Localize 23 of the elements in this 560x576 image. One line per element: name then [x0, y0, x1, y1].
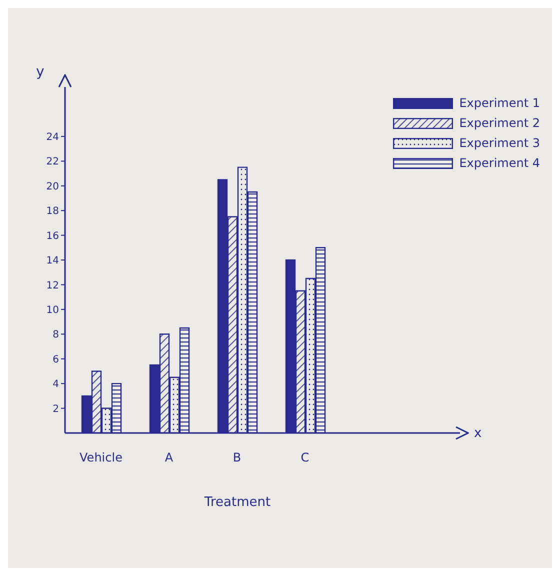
y-tick-label: 22 — [46, 156, 59, 168]
y-tick-label: 8 — [52, 330, 59, 341]
y-axis-title: y — [36, 64, 44, 80]
legend-label: Experiment 4 — [459, 156, 540, 170]
legend-label: Experiment 2 — [459, 116, 540, 130]
y-tick-label: 4 — [52, 379, 59, 390]
y-tick-label: 2 — [52, 404, 59, 415]
y-tick-label: 14 — [46, 256, 59, 267]
x-tick-label: B — [232, 450, 242, 465]
legend-label: Experiment 3 — [459, 136, 540, 150]
y-tick-label: 18 — [46, 206, 59, 218]
text: x — [474, 426, 482, 441]
x-axis-title: Treatment — [203, 495, 271, 510]
x-tick-label: Vehicle — [80, 450, 122, 465]
y-tick-label: 24 — [46, 132, 59, 143]
y-tick-label: 20 — [46, 181, 59, 192]
y-tick-label: 12 — [46, 280, 59, 292]
x-tick-label: A — [164, 450, 174, 465]
legend-label: Experiment 1 — [459, 96, 540, 110]
y-tick-label: 16 — [46, 230, 59, 242]
y-tick-label: 6 — [52, 354, 59, 366]
x-tick-label: C — [300, 450, 310, 465]
y-tick-label: 10 — [46, 304, 59, 316]
